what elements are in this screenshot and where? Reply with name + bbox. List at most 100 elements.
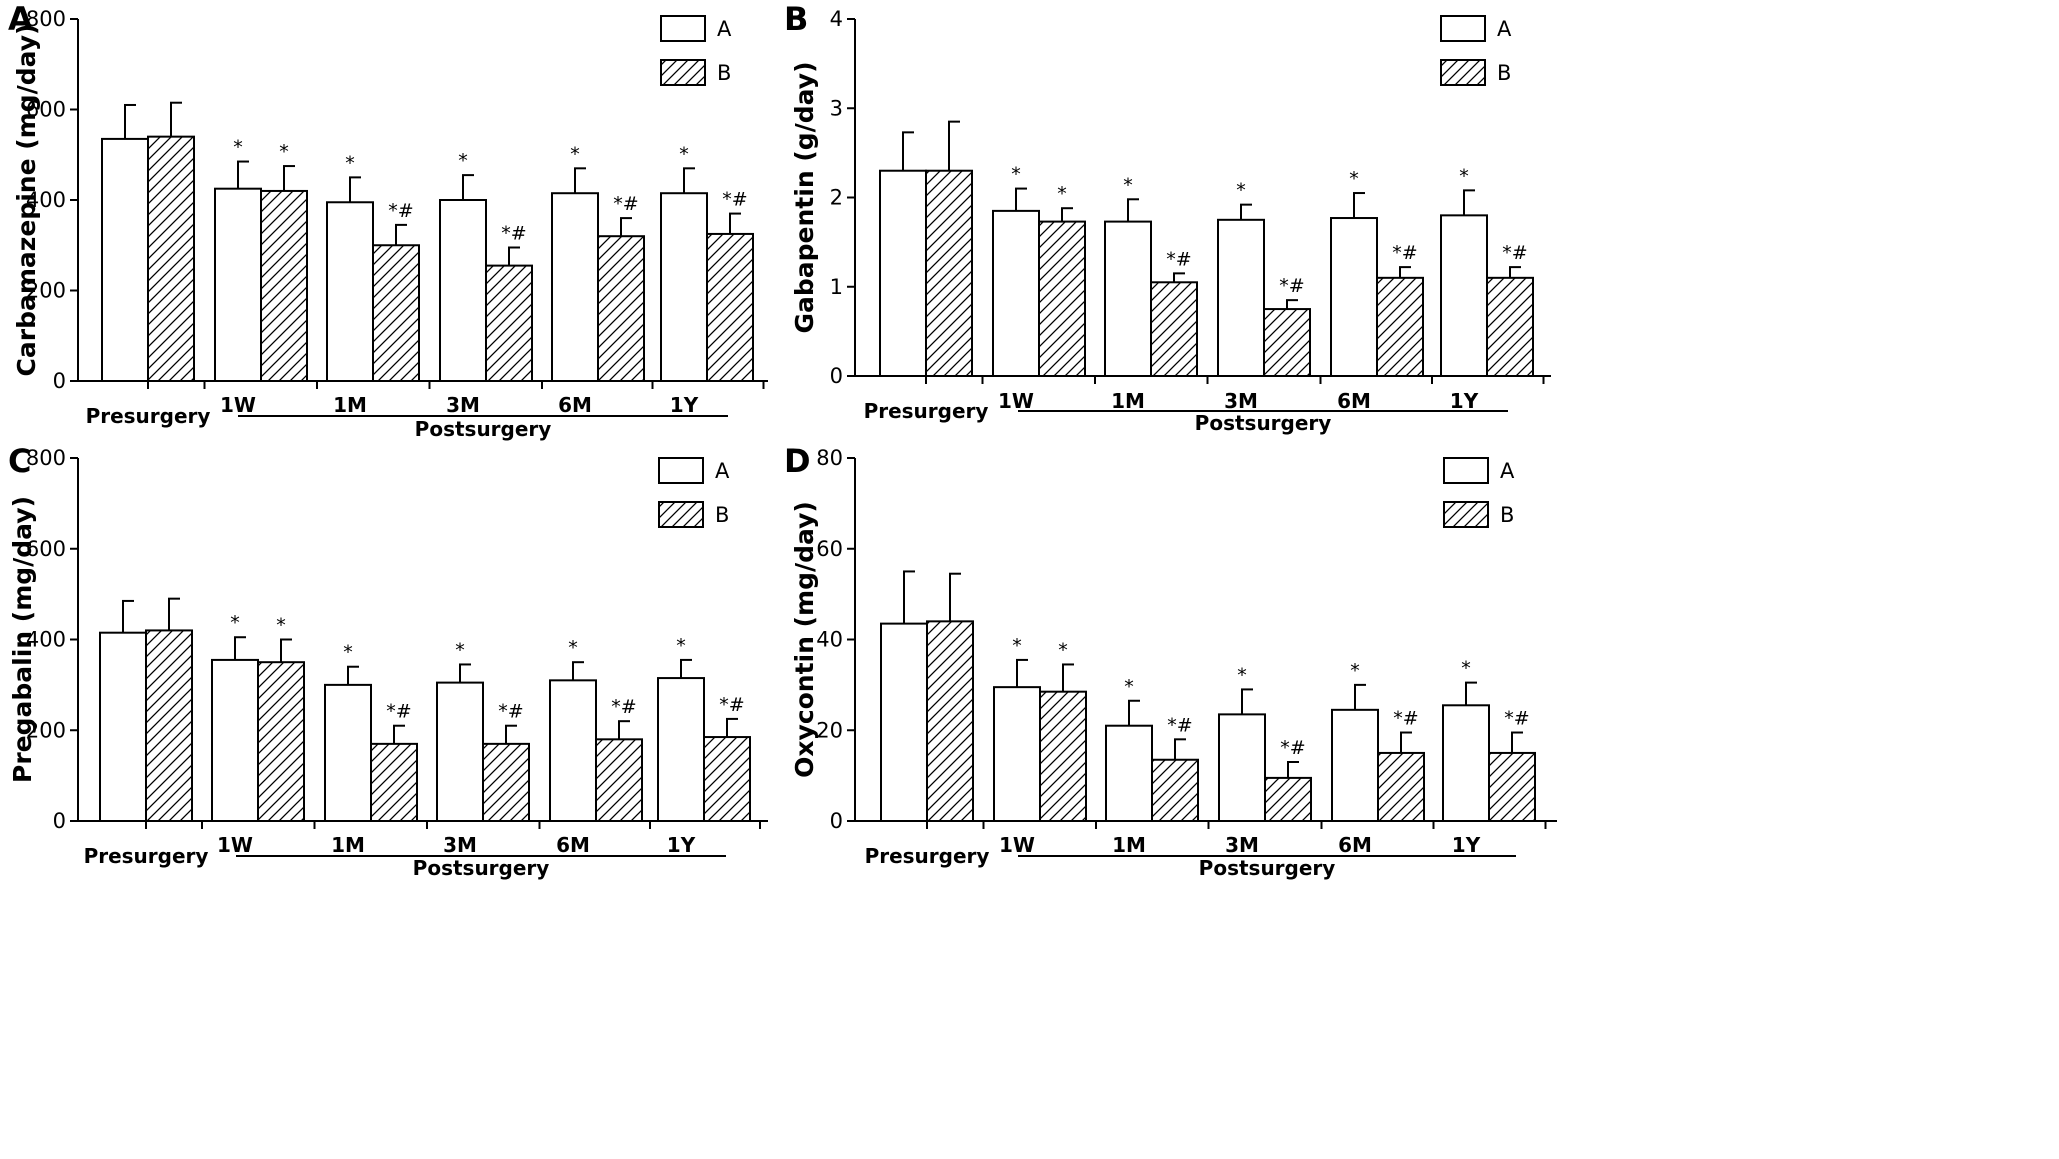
significance-mark: * (458, 150, 468, 172)
bar-b (147, 135, 195, 382)
significance-mark: *# (386, 701, 411, 723)
bar-a (549, 679, 597, 823)
bar-b (1377, 751, 1425, 822)
y-tick-label: 400 (26, 628, 66, 652)
legend-label-a: A (717, 17, 732, 41)
y-tick-label: 60 (816, 537, 843, 561)
x-category-label: 3M (1225, 833, 1259, 857)
x-category-label: Presurgery (84, 844, 209, 868)
significance-mark: * (1012, 635, 1022, 657)
bar-a (1218, 713, 1266, 823)
y-tick-label: 4 (830, 7, 843, 31)
x-category-label: Presurgery (864, 399, 989, 423)
legend-swatch-b (660, 59, 706, 86)
bar-a (880, 622, 928, 823)
significance-mark: * (276, 615, 286, 637)
y-tick-label: 600 (26, 98, 66, 122)
bar-b (257, 661, 305, 822)
x-category-label: 6M (558, 393, 592, 417)
significance-mark: * (1057, 183, 1067, 205)
legend-label-a: A (1497, 17, 1512, 41)
x-category-label: 1W (217, 833, 253, 857)
bar-b (1151, 758, 1199, 823)
legend-label-b: B (715, 503, 729, 527)
chart-panel-b: B 0 1 2 3 4 Gabapentin (g/day) * * * * * * *# *# *# *# Pr… (784, 0, 1551, 435)
significance-mark: * (230, 612, 240, 634)
bar-b (706, 232, 754, 382)
bar-b (1264, 776, 1312, 822)
x-category-label: 1M (1111, 389, 1145, 413)
postsurgery-label: Postsurgery (1195, 411, 1332, 435)
bar-a (326, 201, 374, 382)
bar-b (1488, 751, 1536, 822)
significance-mark: * (1011, 164, 1021, 186)
legend-label-a: A (1500, 459, 1515, 483)
legend-label-b: B (1500, 503, 1514, 527)
significance-mark: *# (722, 189, 747, 211)
postsurgery-label: Postsurgery (415, 417, 552, 441)
significance-mark: * (1124, 676, 1134, 698)
legend: AB (1440, 15, 1512, 86)
panel-letter: D (784, 442, 811, 480)
y-tick-label: 0 (53, 369, 66, 393)
chart-panel-c: C 0 200 400 600 800 Pregabalin (mg/day) * * * * * * *… (8, 442, 768, 880)
x-category-label: 3M (446, 393, 480, 417)
bar-b (925, 169, 973, 377)
significance-mark: * (279, 141, 289, 163)
bar-a (214, 187, 262, 382)
bar-b (260, 189, 308, 382)
legend-swatch-a (660, 15, 706, 42)
legend-swatch-b (658, 501, 704, 528)
y-tick-label: 2 (830, 186, 843, 210)
bar-b (595, 738, 643, 823)
y-tick-label: 80 (816, 446, 843, 470)
y-tick-label: 800 (26, 7, 66, 31)
significance-mark: * (1236, 180, 1246, 202)
significance-mark: * (1350, 660, 1360, 682)
x-category-label: 3M (443, 833, 477, 857)
significance-mark: *# (501, 223, 526, 245)
bar-a (1330, 217, 1378, 377)
legend-label-b: B (1497, 61, 1511, 85)
significance-mark: * (343, 642, 353, 664)
legend-swatch-a (1440, 15, 1486, 42)
bar-a (551, 192, 599, 382)
x-category-label: 1M (331, 833, 365, 857)
x-category-label: 1Y (1452, 833, 1481, 857)
bar-a (657, 677, 705, 822)
significance-mark: *# (1280, 737, 1305, 759)
y-axis-label: Gabapentin (g/day) (790, 62, 819, 334)
bar-b (145, 629, 193, 822)
significance-mark: *# (1393, 708, 1418, 730)
bar-b (1150, 281, 1198, 378)
bar-b (370, 742, 418, 822)
significance-mark: * (345, 152, 355, 174)
significance-mark: * (676, 635, 686, 657)
bar-b (703, 736, 751, 823)
bar-b (597, 235, 645, 382)
bar-a (101, 137, 149, 382)
x-category-label: 6M (556, 833, 590, 857)
y-tick-label: 40 (816, 628, 843, 652)
bar-a (99, 631, 147, 822)
bar-b (1039, 690, 1087, 823)
legend-swatch-a (658, 457, 704, 484)
bar-a (1331, 708, 1379, 822)
bar-b (1263, 308, 1311, 377)
bar-a (211, 658, 259, 823)
bar-b (1038, 220, 1086, 377)
significance-mark: * (568, 637, 578, 659)
bar-b (485, 264, 533, 382)
significance-mark: * (1461, 658, 1471, 680)
legend-swatch-a (1443, 457, 1489, 484)
significance-mark: *# (613, 193, 638, 215)
legend: AB (1443, 457, 1515, 528)
significance-mark: * (570, 143, 580, 165)
significance-mark: *# (719, 694, 744, 716)
significance-mark: * (679, 143, 689, 165)
postsurgery-label: Postsurgery (413, 856, 550, 880)
y-tick-label: 1 (830, 275, 843, 299)
y-axis-label: Oxycontin (mg/day) (790, 501, 819, 778)
x-category-label: 6M (1337, 389, 1371, 413)
